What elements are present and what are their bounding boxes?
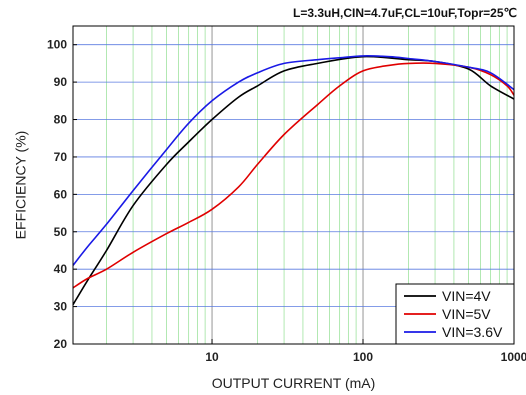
series-line-vin-3-6v xyxy=(72,55,515,266)
x-axis-label: OUTPUT CURRENT (mA) xyxy=(212,375,376,391)
legend: VIN=4V VIN=5V VIN=3.6V xyxy=(395,283,515,345)
legend-label: VIN=4V xyxy=(442,288,491,304)
plot-frame xyxy=(72,25,515,345)
y-tick-label: 50 xyxy=(54,225,68,239)
x-tick-label: 100 xyxy=(353,350,373,364)
y-tick-label: 60 xyxy=(54,187,68,201)
y-tick-label: 90 xyxy=(54,75,68,89)
series-line-vin-4v xyxy=(72,55,515,306)
series-line-vin-5v xyxy=(72,62,515,289)
y-tick-label: 80 xyxy=(54,113,68,127)
y-tick-label: 70 xyxy=(54,150,68,164)
y-tick-label: 30 xyxy=(54,300,68,314)
legend-label: VIN=3.6V xyxy=(442,324,503,340)
y-tick-label: 40 xyxy=(54,262,68,276)
y-tick-label: 20 xyxy=(54,337,68,351)
legend-label: VIN=5V xyxy=(442,306,491,322)
y-tick-label: 100 xyxy=(47,38,67,52)
x-tick-label: 1000 xyxy=(501,350,526,364)
chart-title: L=3.3uH,CIN=4.7uF,CL=10uF,Topr=25℃ xyxy=(293,6,517,20)
x-tick-label: 10 xyxy=(205,350,219,364)
y-axis-label: EFFICIENCY (%) xyxy=(13,131,29,240)
series-layer xyxy=(72,55,515,306)
tick-labels: 20 30 40 50 60 70 80 90 100 10 100 1000 xyxy=(47,38,526,364)
